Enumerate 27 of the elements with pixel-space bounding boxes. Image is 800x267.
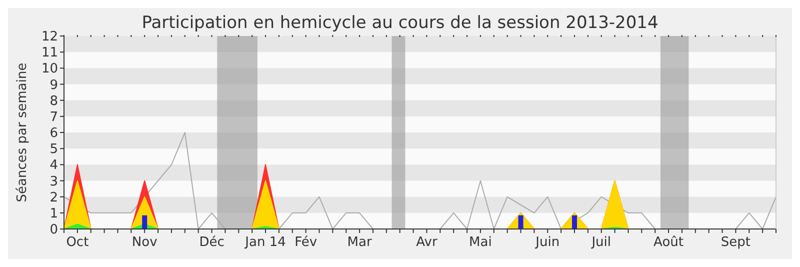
x-tick-label: Mar <box>347 235 372 250</box>
x-tick-label: Juin <box>534 235 560 250</box>
x-tick-label: Avr <box>416 235 438 250</box>
y-tick-label: 8 <box>50 94 58 109</box>
x-tick-label: Fév <box>294 235 318 250</box>
y-tick-label: 7 <box>50 110 58 125</box>
y-tick-label: 4 <box>50 158 58 174</box>
x-tick-label: Sept <box>720 235 751 250</box>
y-tick-label: 2 <box>50 190 58 206</box>
y-tick-label: 10 <box>41 62 58 77</box>
y-tick-label: 9 <box>50 78 58 93</box>
x-tick-label: Déc <box>199 235 224 250</box>
y-tick-label: 0 <box>50 222 58 238</box>
y-tick-label: 12 <box>41 30 58 45</box>
x-tick-label: Juil <box>590 235 612 250</box>
y-tick-label: 11 <box>41 46 58 61</box>
y-tick-label: 3 <box>50 174 58 190</box>
x-tick-label: Mai <box>469 235 492 250</box>
x-tick-label: Jan 14 <box>244 235 286 250</box>
chart-title: Participation en hemicycle au cours de la session 2013-2014 <box>142 13 658 33</box>
y-tick-label: 6 <box>50 126 58 142</box>
x-tick-label: Nov <box>132 235 158 250</box>
y-axis-title: Séances par semaine <box>15 62 30 202</box>
x-tick-label: Oct <box>66 235 89 250</box>
x-tick-label: Août <box>654 235 684 250</box>
y-tick-label: 1 <box>50 206 58 222</box>
y-tick-label: 5 <box>50 142 58 158</box>
